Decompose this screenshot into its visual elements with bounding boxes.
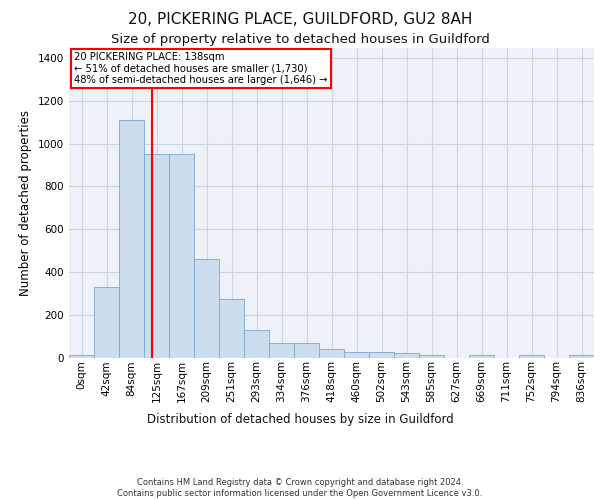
Bar <box>394 353 419 358</box>
Bar <box>369 352 394 358</box>
Bar <box>219 298 244 358</box>
Text: Contains HM Land Registry data © Crown copyright and database right 2024.
Contai: Contains HM Land Registry data © Crown c… <box>118 478 482 498</box>
Bar <box>69 356 94 358</box>
Text: Size of property relative to detached houses in Guildford: Size of property relative to detached ho… <box>110 32 490 46</box>
Text: 20, PICKERING PLACE, GUILDFORD, GU2 8AH: 20, PICKERING PLACE, GUILDFORD, GU2 8AH <box>128 12 472 28</box>
Bar <box>94 287 119 358</box>
Bar <box>419 356 444 358</box>
Text: 20 PICKERING PLACE: 138sqm
← 51% of detached houses are smaller (1,730)
48% of s: 20 PICKERING PLACE: 138sqm ← 51% of deta… <box>74 52 328 86</box>
Bar <box>344 352 369 358</box>
Bar <box>194 259 219 358</box>
Bar <box>469 356 494 358</box>
Bar <box>319 349 344 358</box>
Bar <box>569 356 594 358</box>
Text: Distribution of detached houses by size in Guildford: Distribution of detached houses by size … <box>146 412 454 426</box>
Bar <box>119 120 144 358</box>
Bar <box>519 356 544 358</box>
Bar <box>244 330 269 357</box>
Y-axis label: Number of detached properties: Number of detached properties <box>19 110 32 296</box>
Bar <box>144 154 169 358</box>
Bar <box>169 154 194 358</box>
Bar <box>269 342 294 357</box>
Bar <box>294 342 319 357</box>
